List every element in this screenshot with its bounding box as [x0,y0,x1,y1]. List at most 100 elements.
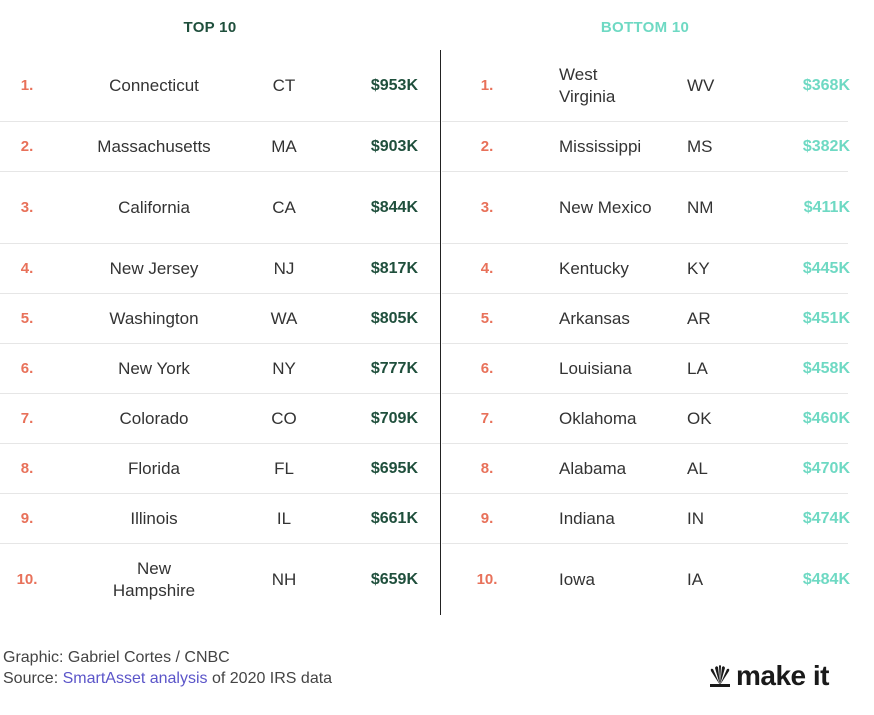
rank-label: 2. [20,137,34,155]
cnbc-peacock-icon [710,665,730,687]
state-name: Oklahoma [559,408,637,428]
table-row: 8. Florida FL $695K [0,444,440,494]
table-row: 4. New Jersey NJ $817K [0,244,440,294]
bottom-10-title: BOTTOM 10 [600,19,690,36]
table-row: 2. Massachusetts MA $903K [0,122,440,172]
state-name: New York [118,358,190,378]
state-abbreviation: FL [274,458,294,478]
state-abbreviation: CA [272,197,296,217]
state-name: Massachusetts [97,136,211,156]
state-name: Kentucky [559,258,629,278]
state-abbreviation: WA [270,308,298,328]
rank-label: 5. [20,309,34,327]
state-name: Washington [109,308,199,328]
state-name: Arkansas [559,308,630,328]
state-name: West Virginia [559,64,616,106]
value-label: $661K [370,509,418,527]
source-line: Source: SmartAsset analysis of 2020 IRS … [3,670,332,688]
rank-label: 6. [20,359,34,377]
value-label: $805K [370,309,418,327]
table-row: 7. Oklahoma OK $460K [442,394,850,444]
state-name: Florida [128,458,180,478]
value-label: $411K [803,198,850,216]
state-name: California [118,197,190,217]
source-prefix: Source: [3,670,63,687]
state-abbreviation: AL [687,458,708,478]
source-suffix: of 2020 IRS data [207,670,333,687]
state-name: Iowa [559,570,595,589]
state-abbreviation: KY [687,258,710,278]
state-name: Alabama [559,458,627,478]
table-row: 9. Illinois IL $661K [0,494,440,544]
table-row: 1. West Virginia WV $368K [442,50,850,122]
value-label: $470K [802,459,850,477]
rank-label: 8. [480,459,494,477]
rank-label: 4. [20,259,34,277]
state-abbreviation: NY [272,358,296,378]
state-abbreviation: MA [271,136,297,156]
table-row: 5. Arkansas AR $451K [442,294,850,344]
table-row: 1. Connecticut CT $953K [0,50,440,122]
state-name: Indiana [559,508,615,528]
table-row: 3. New Mexico NM $411K [442,172,850,244]
state-abbreviation: CO [271,408,297,428]
graphic-credit: Graphic: Gabriel Cortes / CNBC [3,649,230,666]
value-label: $368K [802,76,850,94]
value-label: $659K [370,571,418,588]
value-label: $844K [370,198,418,216]
state-name: Louisiana [559,358,632,378]
table-row: 2. Mississippi MS $382K [442,122,850,172]
value-label: $382K [802,137,850,155]
bottom-10-table: 1. West Virginia WV $368K 2. Mississippi MS $38… [442,50,850,616]
table-row: 8. Alabama AL $470K [442,444,850,494]
rank-label: 4. [480,259,494,277]
value-label: $903K [370,137,418,155]
state-abbreviation: IA [687,570,704,589]
rank-label: 9. [20,509,34,527]
top-10-title: TOP 10 [183,19,237,36]
rank-label: 1. [20,76,34,94]
rank-label: 10. [16,571,38,588]
table-row: 4. Kentucky KY $445K [442,244,850,294]
state-name: Mississippi [559,136,642,156]
table-row: 10. Iowa IA $484K [442,544,850,616]
state-abbreviation: CT [272,75,296,95]
table-row: 9. Indiana IN $474K [442,494,850,544]
table-row: 6. Louisiana LA $458K [442,344,850,394]
state-abbreviation: IN [687,508,704,528]
value-label: $484K [802,571,850,588]
rank-label: 8. [20,459,34,477]
state-name: New Jersey [109,258,199,278]
state-name: Connecticut [109,75,199,95]
state-abbreviation: LA [687,358,708,378]
top-10-table: 1. Connecticut CT $953K 2. Massachusetts MA $90… [0,50,440,616]
state-name: New Mexico [559,197,652,217]
logo-text: make it [736,660,830,691]
state-name: New Hampshire [112,559,196,600]
rank-label: 3. [20,198,34,216]
state-name: Illinois [130,508,178,528]
source-link[interactable]: SmartAsset analysis [62,670,208,687]
rank-label: 5. [480,309,494,327]
value-label: $458K [802,359,850,377]
rank-label: 9. [480,509,494,527]
value-label: $451K [802,309,850,327]
value-label: $777K [370,359,418,377]
rank-label: 3. [480,198,494,216]
state-abbreviation: NH [271,570,297,589]
rank-label: 6. [480,359,494,377]
table-row: 5. Washington WA $805K [0,294,440,344]
table-row: 6. New York NY $777K [0,344,440,394]
cnbc-make-it-logo: make it [708,658,853,694]
value-label: $695K [370,459,418,477]
state-abbreviation: NM [687,197,714,217]
column-divider [440,50,441,615]
rank-label: 7. [20,409,34,427]
value-label: $445K [802,259,850,277]
state-name: Colorado [119,408,189,428]
rank-label: 2. [480,137,494,155]
state-abbreviation: AR [687,308,711,328]
rank-label: 1. [480,76,494,94]
state-abbreviation: NJ [273,258,295,278]
table-row: 3. California CA $844K [0,172,440,244]
